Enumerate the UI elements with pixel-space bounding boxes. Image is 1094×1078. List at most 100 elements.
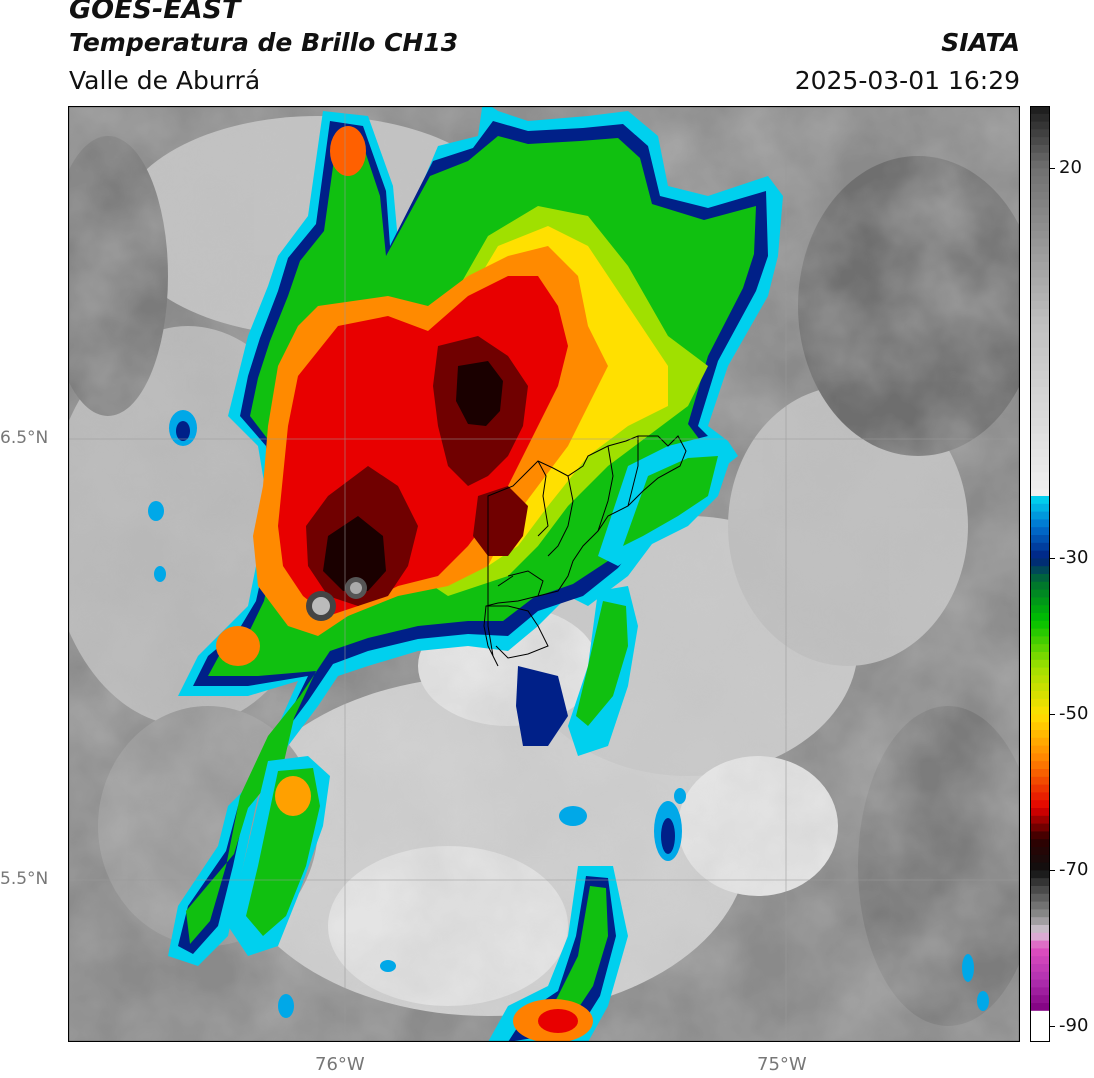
colorbar-segment xyxy=(1030,223,1050,232)
colorbar-tick-mark xyxy=(1050,167,1055,169)
colorbar-segment xyxy=(1030,106,1050,115)
colorbar-segment xyxy=(1030,347,1050,357)
lon-label-75w: 75°W xyxy=(757,1054,807,1075)
colorbar-segment xyxy=(1030,472,1050,481)
colorbar-segment xyxy=(1030,854,1050,864)
colorbar-tick-label: -50 xyxy=(1059,703,1089,725)
colorbar-segment xyxy=(1030,121,1050,130)
colorbar-segment xyxy=(1030,496,1050,505)
colorbar-segment xyxy=(1030,620,1050,630)
colorbar-segment xyxy=(1030,363,1050,372)
colorbar-segment xyxy=(1030,964,1050,973)
colorbar-segment xyxy=(1030,1026,1050,1035)
colorbar-segment xyxy=(1030,145,1050,154)
region-title: Valle de Aburrá xyxy=(69,66,261,95)
colorbar-segment xyxy=(1030,769,1050,778)
colorbar-segment xyxy=(1030,199,1050,208)
colorbar-segment xyxy=(1030,184,1050,193)
colorbar-segment xyxy=(1030,675,1050,684)
colorbar-segment xyxy=(1030,667,1050,676)
colorbar-segment xyxy=(1030,652,1050,661)
lat-label-6-5: 6.5°N xyxy=(0,428,49,448)
colorbar-segment xyxy=(1030,706,1050,715)
colorbar-segment xyxy=(1030,425,1050,435)
colorbar-segment xyxy=(1030,238,1050,247)
colorbar-segment xyxy=(1030,410,1050,419)
colorbar-segment xyxy=(1030,254,1050,263)
colorbar-segment xyxy=(1030,737,1050,747)
colorbar-segment xyxy=(1030,574,1050,583)
colorbar-segment xyxy=(1030,168,1050,177)
colorbar-segment xyxy=(1030,441,1050,450)
colorbar-segment xyxy=(1030,535,1050,544)
colorbar-tick-label: -70 xyxy=(1059,859,1089,881)
colorbar-segment xyxy=(1030,511,1050,520)
colorbar-segment xyxy=(1030,971,1050,981)
storm-band-south xyxy=(228,586,638,956)
colorbar-segment xyxy=(1030,839,1050,848)
colorbar-segment xyxy=(1030,956,1050,965)
organization-label: SIATA xyxy=(941,28,1020,57)
colorbar-segment xyxy=(1030,457,1050,466)
colorbar-segment xyxy=(1030,730,1050,739)
colorbar-segment xyxy=(1030,519,1050,528)
colorbar-segment xyxy=(1030,215,1050,224)
colorbar-segment xyxy=(1030,589,1050,598)
colorbar-segment xyxy=(1030,433,1050,442)
colorbar-segment xyxy=(1030,847,1050,856)
colorbar-segment xyxy=(1030,886,1050,895)
colorbar-segment xyxy=(1030,160,1050,169)
colorbar-segment xyxy=(1030,940,1050,949)
satellite-map xyxy=(68,106,1020,1042)
colorbar-segment xyxy=(1030,152,1050,162)
colorbar-segment xyxy=(1030,948,1050,957)
colorbar-segment xyxy=(1030,449,1050,458)
colorbar-segment xyxy=(1030,558,1050,567)
colorbar-segment xyxy=(1030,316,1050,325)
colorbar-segment xyxy=(1030,995,1050,1004)
colorbar-segment xyxy=(1030,285,1050,294)
colorbar-segment xyxy=(1030,207,1050,216)
colorbar-segment xyxy=(1030,394,1050,403)
colorbar-segment xyxy=(1030,542,1050,552)
graticule xyxy=(68,106,1020,1042)
colorbar-segment xyxy=(1030,262,1050,271)
colorbar-segment xyxy=(1030,1010,1050,1020)
satellite-title: GOES-EAST xyxy=(69,0,241,25)
small-cells-dark xyxy=(176,421,675,854)
colorbar-segment xyxy=(1030,644,1050,653)
colorbar-segment xyxy=(1030,979,1050,988)
colorbar-segment xyxy=(1030,129,1050,138)
colorbar-segment xyxy=(1030,301,1050,310)
colorbar-segment xyxy=(1030,464,1050,474)
colorbar-segment xyxy=(1030,191,1050,201)
colorbar-segment xyxy=(1030,605,1050,614)
colorbar-segment xyxy=(1030,691,1050,700)
colorbar-segment xyxy=(1030,917,1050,926)
colorbar-tick-label: 20 xyxy=(1059,157,1082,179)
colorbar-segment xyxy=(1030,503,1050,513)
colorbar-segment xyxy=(1030,1018,1050,1027)
colorbar-segment xyxy=(1030,925,1050,934)
colorbar-segment xyxy=(1030,776,1050,786)
storm-band-bottom xyxy=(488,866,628,1042)
colorbar-segment xyxy=(1030,698,1050,708)
colorbar-segment xyxy=(1030,808,1050,817)
colorbar-segment xyxy=(1030,862,1050,871)
colorbar-segment xyxy=(1030,878,1050,887)
colorbar-segment xyxy=(1030,480,1050,489)
colorbar-segment xyxy=(1030,628,1050,637)
colorbar-segment xyxy=(1030,1003,1050,1012)
colorbar-segment xyxy=(1030,230,1050,240)
colorbar-segment xyxy=(1030,761,1050,770)
colorbar-segment xyxy=(1030,683,1050,692)
colorbar-tick-mark xyxy=(1050,1025,1055,1027)
colorbar-segment xyxy=(1030,815,1050,825)
colorbar-segment xyxy=(1030,246,1050,255)
colorbar-segment xyxy=(1030,870,1050,879)
lat-label-5-5: 5.5°N xyxy=(0,869,49,889)
product-title: Temperatura de Brillo CH13 xyxy=(69,28,459,57)
colorbar-tick-mark xyxy=(1050,713,1055,715)
colorbar-segment xyxy=(1030,753,1050,762)
colorbar-segment xyxy=(1030,823,1050,832)
